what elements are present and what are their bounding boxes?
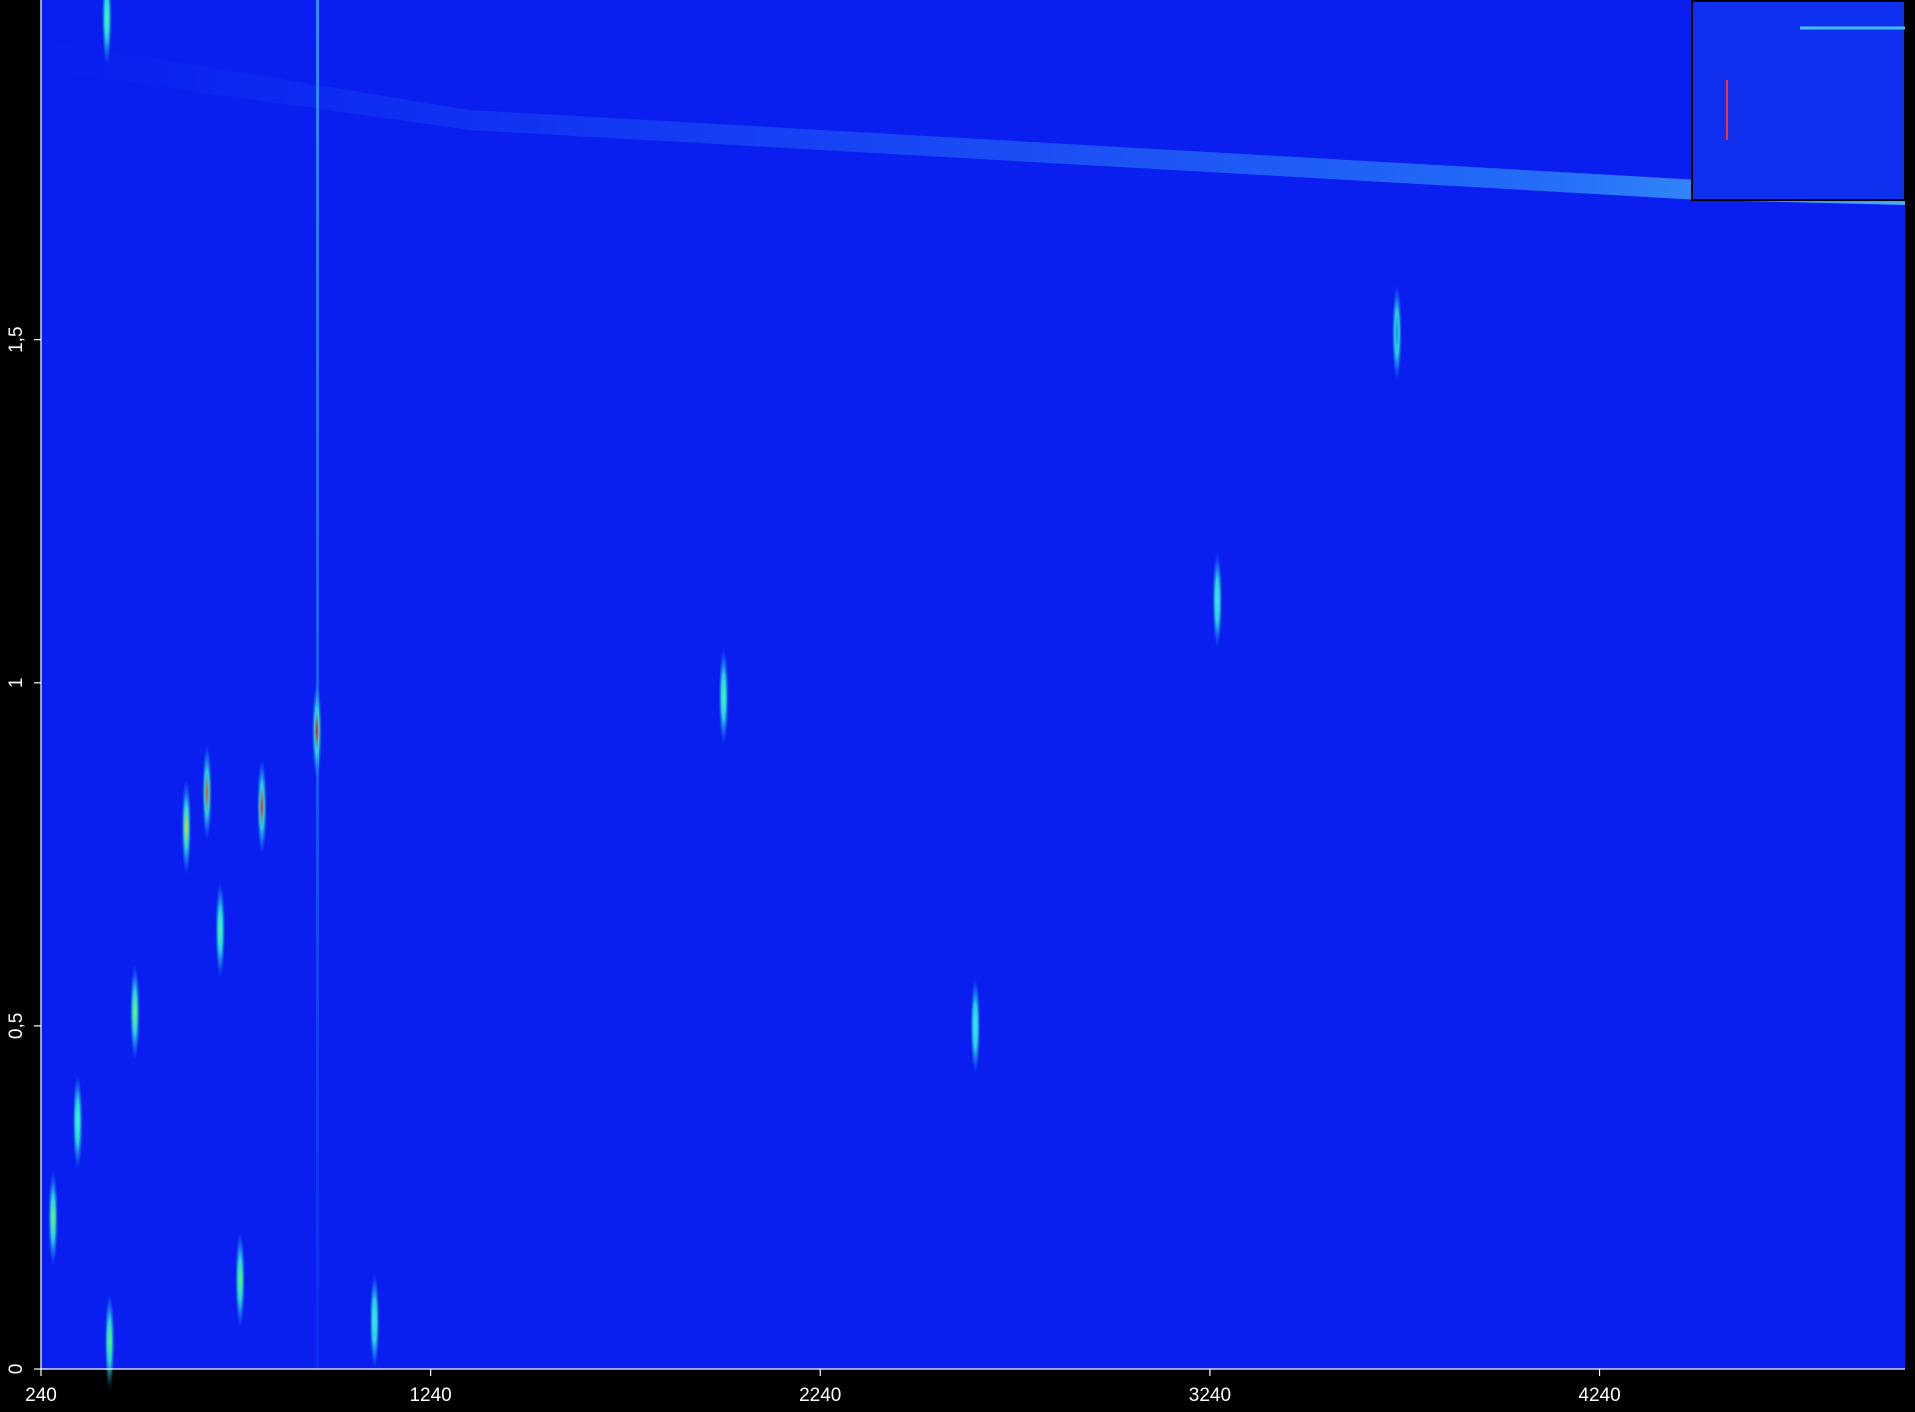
peak: [970, 977, 981, 1074]
peak: [104, 1293, 115, 1390]
x-tick-label: 4240: [1578, 1385, 1620, 1406]
peak: [1212, 552, 1223, 649]
peak: [129, 964, 140, 1061]
y-tick-label: 0: [6, 1364, 27, 1375]
peak: [72, 1073, 83, 1170]
peak: [181, 778, 192, 875]
peak: [48, 1170, 59, 1267]
x-tick-label: 3240: [1189, 1385, 1231, 1406]
x-tick-label: 1240: [409, 1385, 451, 1406]
peak: [311, 682, 322, 779]
peak: [235, 1231, 246, 1328]
peak: [201, 744, 212, 841]
peak: [101, 0, 112, 66]
y-tick-label: 1,5: [6, 326, 27, 352]
x-tick-label: 240: [25, 1385, 57, 1406]
overview-inset: [1691, 0, 1906, 201]
peak: [215, 881, 226, 978]
peak: [1391, 284, 1402, 381]
x-tick-label: 2240: [799, 1385, 841, 1406]
y-tick-label: 1: [6, 677, 27, 688]
peak: [256, 758, 267, 855]
y-tick-label: 0,5: [6, 1013, 27, 1039]
plot-background: [41, 0, 1905, 1369]
peak: [369, 1272, 380, 1369]
peak: [718, 648, 729, 745]
